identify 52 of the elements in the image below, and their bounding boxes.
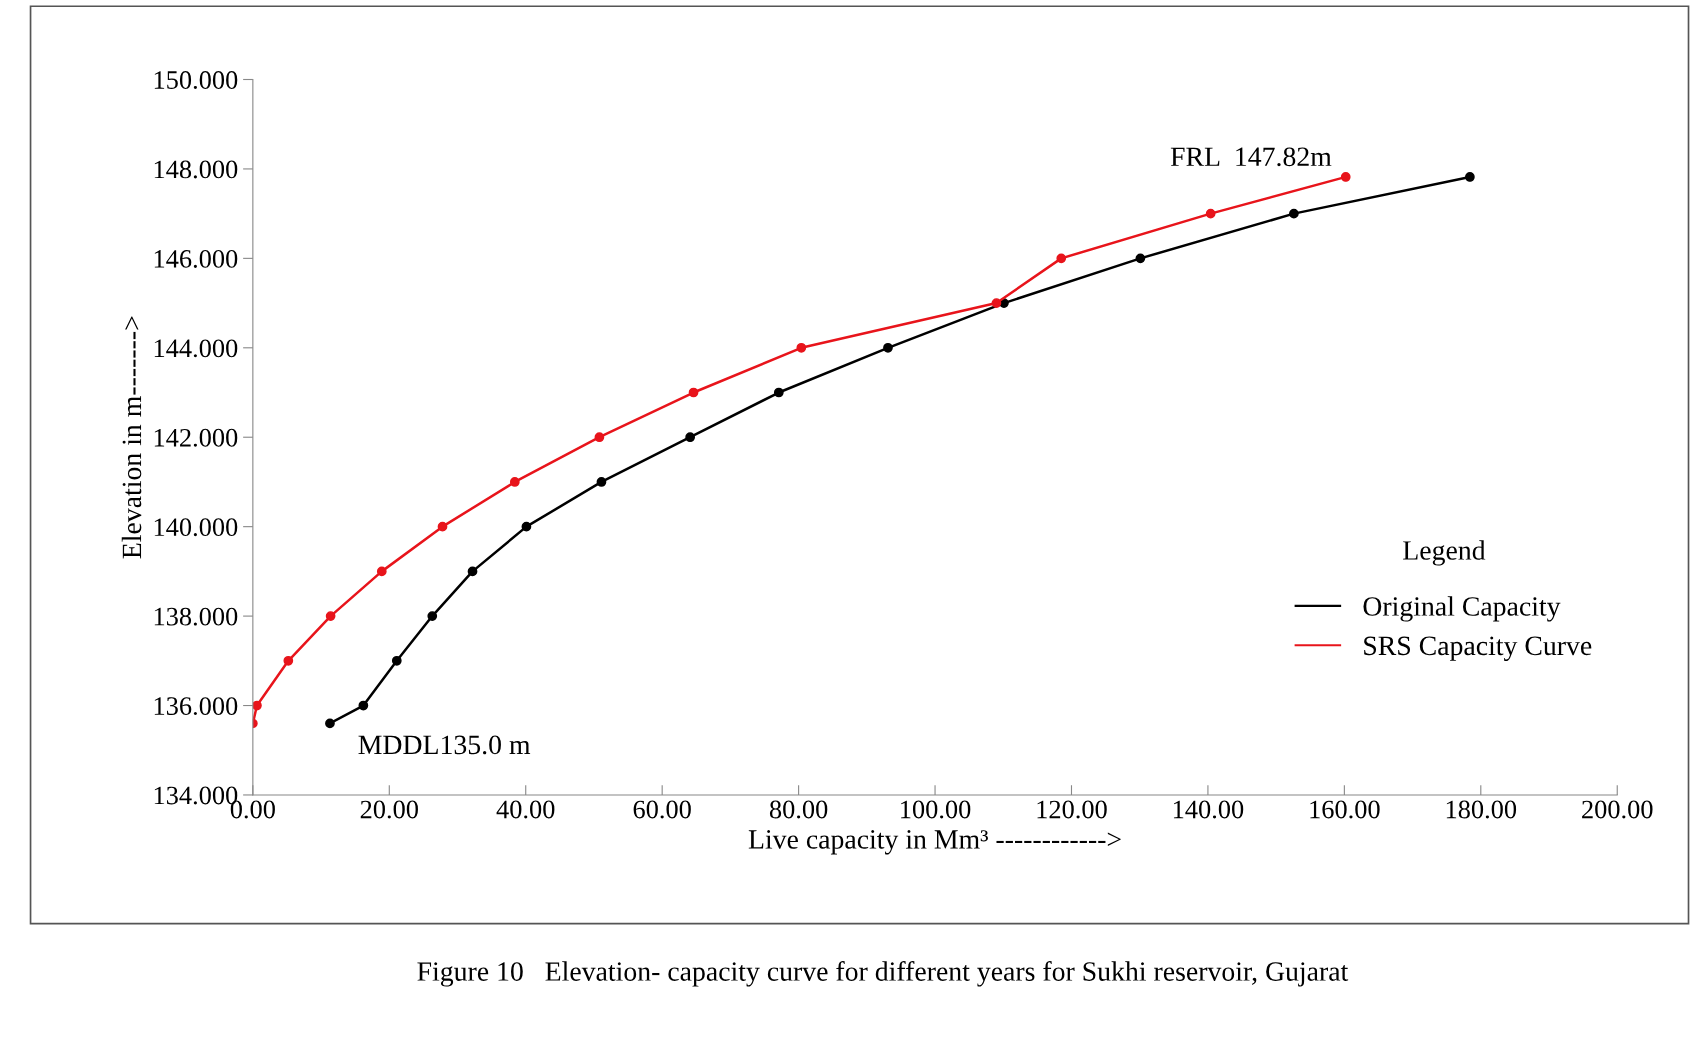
point — [427, 611, 438, 621]
x-tick-label: 120.00 — [1037, 800, 1107, 819]
point — [1056, 253, 1067, 264]
point — [594, 432, 605, 443]
legend-label: SRS Capacity Curve — [1364, 636, 1592, 661]
x-tick-label: 100.00 — [901, 800, 971, 819]
x-tick-label: 60.00 — [633, 800, 691, 819]
point — [1289, 208, 1299, 219]
point — [596, 477, 607, 487]
annotation: FRL 147.82m — [1170, 147, 1332, 167]
point — [883, 342, 893, 353]
point — [391, 655, 402, 666]
point — [1340, 172, 1351, 182]
y-tick-label: 136.000 — [154, 697, 238, 716]
y-tick-label: 140.000 — [154, 518, 238, 537]
y-tick-label: 144.000 — [154, 339, 238, 358]
point — [1205, 208, 1216, 219]
x-tick-label: 200.00 — [1582, 800, 1653, 819]
point — [376, 566, 387, 577]
y-tick-label: 146.000 — [154, 249, 238, 268]
legend-title: Legend — [1403, 540, 1486, 566]
point — [1135, 253, 1146, 264]
point — [685, 432, 696, 443]
x-tick-label: 40.00 — [496, 800, 555, 819]
x-tick-label: 140.00 — [1173, 800, 1244, 819]
point — [521, 521, 532, 532]
x-tick-label: 80.00 — [769, 800, 828, 819]
y-tick-label: 138.000 — [154, 607, 238, 626]
point — [252, 700, 262, 711]
y-axis-title: Elevation in m-------> — [121, 316, 142, 559]
point — [467, 566, 478, 577]
point — [437, 521, 448, 532]
point — [325, 611, 336, 621]
caption: Figure 10 Elevation- capacity curve for different years for Sukhi reservoir, Gujarat — [417, 961, 1349, 987]
point — [325, 718, 335, 729]
annotation: MDDL135.0 m — [358, 735, 531, 755]
point — [1465, 172, 1475, 182]
point — [509, 477, 520, 487]
point — [991, 298, 1002, 308]
y-tick-label: 150.000 — [154, 71, 238, 90]
x-axis-title: Live capacity in Mm³ ------------> — [748, 830, 1121, 855]
point — [283, 655, 294, 666]
point — [796, 342, 807, 353]
x-tick-label: 20.00 — [360, 800, 418, 819]
point — [773, 387, 784, 398]
y-tick-label: 148.000 — [154, 160, 238, 179]
point — [688, 387, 699, 398]
legend-label: Original Capacity — [1363, 596, 1561, 622]
x-tick-label: 160.00 — [1310, 800, 1380, 819]
point — [358, 700, 369, 711]
y-tick-label: 142.000 — [154, 428, 238, 447]
x-tick-label: 180.00 — [1446, 800, 1517, 819]
